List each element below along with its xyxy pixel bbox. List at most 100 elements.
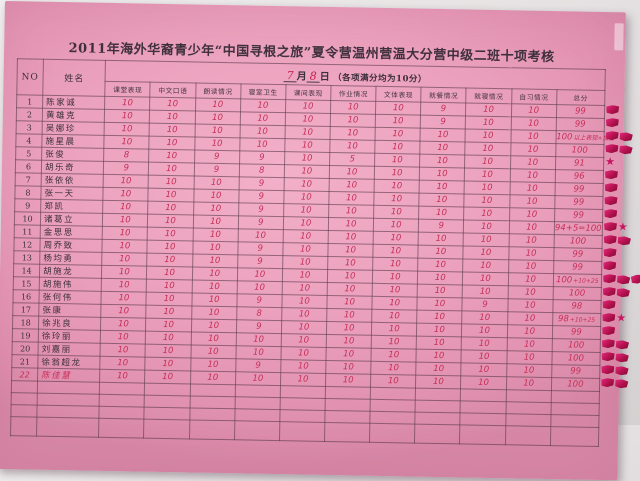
score-cell: 10 [148,188,194,202]
flag-sticker-icon [602,313,615,322]
score-cell: 10 [507,311,553,326]
score-cell: 10 [104,122,150,137]
score-cell: 10 [463,219,510,234]
flag-sticker-icon [619,131,633,142]
score-cell: 10 [374,179,420,194]
score-cell: 10 [372,296,418,311]
sticker-group: ★ [602,311,626,324]
total-score-value: 99 [572,249,584,260]
total-score-cell: 100 [551,338,601,353]
score-cell: 10 [284,138,330,153]
flag-sticker-icon [615,365,629,376]
score-cell: 10 [193,201,239,216]
score-cell: 10 [463,258,509,273]
score-cell: 10 [416,310,463,324]
total-score-value: 98 [557,314,569,325]
score-cell: 10 [508,220,555,235]
student-name: 胡施伟 [39,277,102,292]
name-column-header: 姓名 [42,59,106,97]
row-number: 4 [15,133,43,148]
flag-sticker-icon [602,339,615,348]
total-score-value: 94+5=100 [554,223,602,234]
score-cell: 10 [281,281,328,296]
score-cell: 10 [147,227,193,241]
score-cell: 10 [507,272,554,287]
score-cell: 10 [510,155,556,170]
score-cell: 9 [237,241,283,256]
score-cell: 10 [416,323,463,337]
total-score-cell: 99 [554,195,603,210]
score-cell: 10 [144,370,191,384]
row-number: 5 [15,146,42,161]
total-score-cell: 94+5=100 ★ [553,220,628,236]
score-cell: 10 [192,240,238,255]
flag-sticker-icon [605,144,618,153]
score-cell: 10 [416,336,462,350]
sticker-group [605,144,632,153]
row-number: 21 [11,354,39,369]
score-cell: 10 [506,324,553,339]
score-cell: 10 [147,253,193,267]
total-score-cell: 99 [551,364,600,379]
score-cell: 10 [280,346,327,361]
score-cell: 10 [104,109,150,124]
score-cell: 10 [145,331,192,345]
empty-cell [279,397,326,411]
score-cell: 10 [239,137,285,152]
score-cell: 10 [195,98,241,112]
score-cell: 10 [148,201,194,215]
score-cell: 10 [102,226,148,241]
row-number: 6 [15,159,42,174]
score-cell: 10 [329,178,375,193]
score-cell: 10 [145,357,191,371]
empty-cell [280,385,326,399]
score-cell: 10 [370,361,417,376]
row-number: 17 [12,302,40,317]
score-cell: 10 [235,332,282,347]
row-number: 16 [12,289,40,304]
flag-sticker-icon [602,300,615,309]
empty-cell [189,407,235,421]
score-cell: 9 [237,254,283,269]
score-cell: 10 [462,271,509,286]
student-name: 张依依 [41,173,104,188]
score-cell: 10 [506,363,552,378]
sticker-group [603,274,640,284]
score-cell: 10 [102,213,149,228]
score-cell: 10 [371,335,417,350]
sticker-group [604,235,631,244]
student-name: 胡施龙 [39,264,102,279]
score-cell: 10 [100,304,147,319]
row-number: 7 [15,172,42,187]
score-cell: 10 [104,135,150,150]
row-number: 2 [16,107,43,122]
flag-sticker-icon [605,170,618,179]
score-cell: 9 [462,297,508,312]
row-number: 8 [14,185,42,200]
sticker-group [601,378,628,387]
score-cell: 10 [146,292,192,306]
column-header-朗读情况: 朗读情况 [195,83,241,99]
score-cell: 10 [100,317,147,332]
score-cell: 10 [461,323,508,338]
empty-cell [189,383,236,397]
score-cell: 10 [370,374,416,389]
total-score-cell: 100 [555,143,604,158]
score-cell: 10 [465,115,511,130]
column-header-课堂表现: 课堂表现 [105,81,151,98]
score-cell: 9 [193,162,240,177]
sticker-group: ★ [605,155,615,168]
total-score-value: 100 [567,379,584,390]
score-cell: 10 [281,294,328,309]
empty-cell [369,411,416,425]
score-cell: 10 [461,362,507,377]
score-cell: 10 [145,344,191,358]
flag-sticker-icon [601,365,614,374]
student-name: 胡乐奇 [41,160,104,175]
total-score-value: 99 [573,197,585,208]
score-cell: 10 [193,175,240,190]
score-cell: 10 [284,164,330,179]
total-score-cell: 98+10+25 ★ [552,311,626,327]
column-header-中文口语: 中文口语 [150,82,196,99]
score-cell: 10 [374,153,421,168]
